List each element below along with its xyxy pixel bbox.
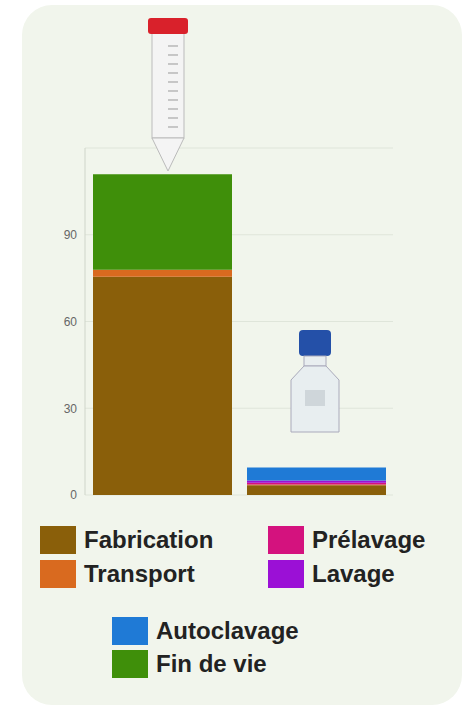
html-text:Fabrication: Fabrication <box>84 526 214 553</box>
svg-text:90: 90 <box>64 228 78 242</box>
html-text:Autoclavage: Autoclavage <box>156 617 299 644</box>
svg-text:0: 0 <box>70 488 77 502</box>
svg-text:30: 30 <box>64 402 78 416</box>
svg-text:60: 60 <box>64 315 78 329</box>
html-text:Prélavage: Prélavage <box>312 526 426 553</box>
html-text:Transport: Transport <box>84 560 195 587</box>
html-text:Lavage: Lavage <box>312 560 395 587</box>
html-text:Fin de vie: Fin de vie <box>156 650 267 677</box>
